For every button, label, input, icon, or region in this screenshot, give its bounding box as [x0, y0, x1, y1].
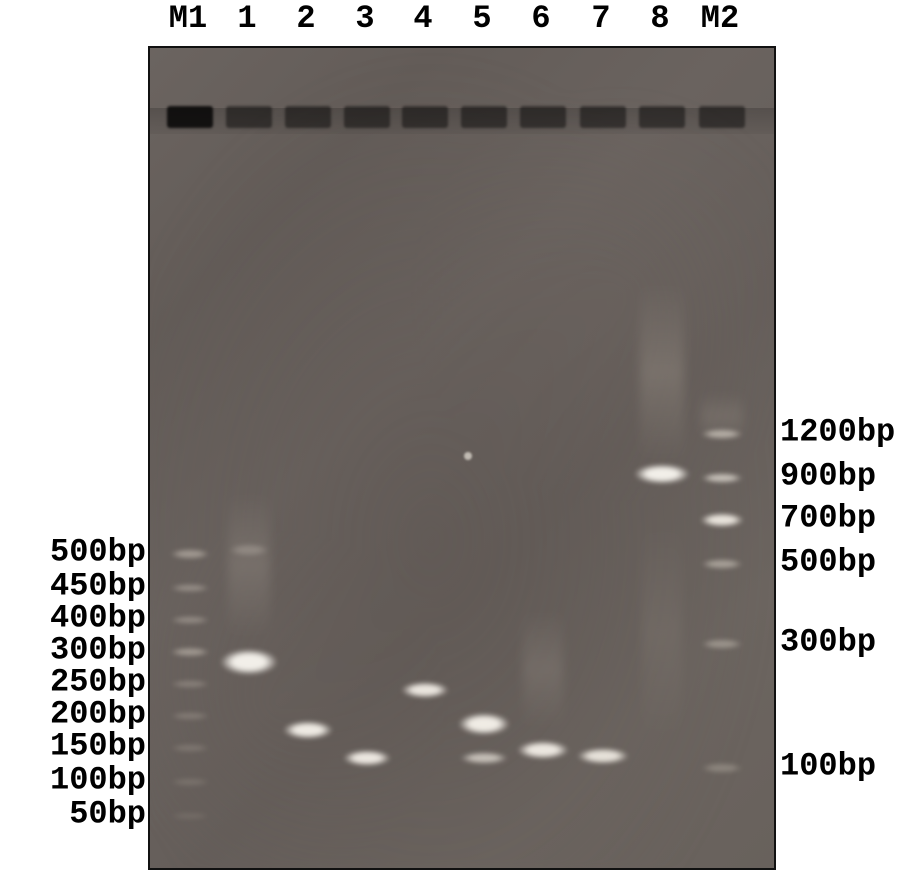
band	[170, 648, 210, 657]
lane-header: 5	[472, 0, 491, 37]
well	[285, 106, 331, 128]
band	[170, 680, 210, 688]
well	[461, 106, 507, 128]
band	[170, 778, 210, 786]
band	[170, 549, 210, 559]
well	[226, 106, 272, 128]
left-size-label: 150bp	[50, 728, 146, 765]
well	[699, 106, 745, 128]
left-size-label: 500bp	[50, 534, 146, 571]
band	[460, 752, 508, 764]
band	[701, 639, 743, 649]
lane-header: 7	[591, 0, 610, 37]
band	[170, 712, 210, 720]
lane-header: M2	[701, 0, 739, 37]
right-size-label: 900bp	[780, 458, 876, 495]
lane-header: 4	[413, 0, 432, 37]
band	[701, 763, 743, 773]
smear	[640, 282, 684, 462]
well	[167, 106, 213, 128]
lane-header: 2	[296, 0, 315, 37]
band	[229, 544, 269, 556]
right-size-label: 700bp	[780, 500, 876, 537]
smear	[523, 610, 563, 728]
smear	[642, 522, 682, 742]
right-size-label: 500bp	[780, 544, 876, 581]
well	[580, 106, 626, 128]
well	[344, 106, 390, 128]
left-size-label: 100bp	[50, 762, 146, 799]
well	[639, 106, 685, 128]
band	[701, 559, 743, 569]
smear	[228, 492, 270, 638]
gel-image	[148, 46, 776, 870]
lane-header: 1	[237, 0, 256, 37]
band	[170, 813, 210, 820]
band	[170, 584, 210, 592]
left-size-label: 50bp	[69, 796, 146, 833]
band	[634, 464, 690, 484]
band	[577, 748, 629, 764]
band	[458, 713, 510, 735]
band	[343, 750, 391, 766]
band	[220, 649, 278, 675]
band	[170, 744, 210, 752]
band	[170, 616, 210, 624]
lane-header: 8	[650, 0, 669, 37]
gel-figure: M112345678M2500bp450bp400bp300bp250bp200…	[0, 0, 901, 887]
band	[283, 721, 333, 739]
band	[700, 513, 744, 527]
artifact-speck	[464, 452, 472, 460]
band	[517, 741, 569, 759]
band	[701, 429, 743, 439]
lane-header: 6	[531, 0, 550, 37]
well	[402, 106, 448, 128]
right-size-label: 100bp	[780, 748, 876, 785]
right-size-label: 300bp	[780, 624, 876, 661]
lane-header: 3	[355, 0, 374, 37]
band	[401, 682, 449, 698]
right-size-label: 1200bp	[780, 414, 895, 451]
lane-header: M1	[169, 0, 207, 37]
band	[701, 473, 743, 483]
well	[520, 106, 566, 128]
